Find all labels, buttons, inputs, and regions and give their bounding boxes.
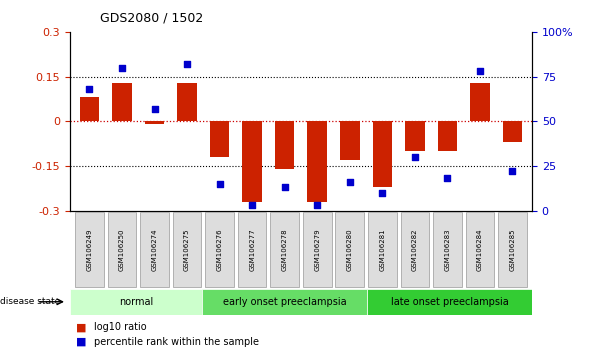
- Bar: [238, 212, 266, 287]
- Bar: [75, 212, 104, 287]
- Bar: [368, 212, 396, 287]
- Text: GSM106283: GSM106283: [444, 228, 451, 271]
- Point: [215, 181, 224, 187]
- Bar: [178, 82, 197, 121]
- Text: GSM106250: GSM106250: [119, 228, 125, 271]
- Text: GSM106284: GSM106284: [477, 228, 483, 271]
- Text: GSM106282: GSM106282: [412, 228, 418, 271]
- Bar: [108, 212, 136, 287]
- Point: [247, 202, 257, 208]
- Point: [117, 65, 127, 70]
- Bar: [206, 212, 234, 287]
- Text: early onset preeclampsia: early onset preeclampsia: [223, 297, 347, 307]
- Text: ■: ■: [76, 337, 86, 347]
- Point: [410, 154, 420, 160]
- Bar: [498, 212, 527, 287]
- Point: [508, 169, 517, 174]
- Point: [475, 68, 485, 74]
- Bar: [70, 289, 202, 315]
- Text: GSM106285: GSM106285: [510, 228, 516, 271]
- Point: [443, 176, 452, 181]
- Bar: [336, 212, 364, 287]
- Text: GSM106274: GSM106274: [151, 228, 157, 271]
- Bar: [202, 289, 367, 315]
- Bar: [303, 212, 331, 287]
- Point: [378, 190, 387, 195]
- Bar: [140, 212, 169, 287]
- Bar: [503, 121, 522, 142]
- Text: GSM106280: GSM106280: [347, 228, 353, 271]
- Text: GSM106275: GSM106275: [184, 228, 190, 271]
- Point: [85, 86, 94, 92]
- Point: [345, 179, 354, 185]
- Bar: [367, 289, 532, 315]
- Bar: [308, 121, 327, 202]
- Bar: [210, 121, 229, 157]
- Text: GSM106277: GSM106277: [249, 228, 255, 271]
- Bar: [275, 121, 294, 169]
- Text: GSM106278: GSM106278: [282, 228, 288, 271]
- Bar: [112, 82, 132, 121]
- Bar: [271, 212, 299, 287]
- Point: [313, 202, 322, 208]
- Text: disease state: disease state: [0, 297, 60, 306]
- Bar: [470, 82, 489, 121]
- Bar: [80, 97, 99, 121]
- Text: log10 ratio: log10 ratio: [94, 322, 147, 332]
- Bar: [243, 121, 262, 202]
- Text: GDS2080 / 1502: GDS2080 / 1502: [100, 12, 204, 25]
- Bar: [173, 212, 201, 287]
- Point: [280, 184, 289, 190]
- Bar: [145, 121, 164, 124]
- Point: [182, 61, 192, 67]
- Text: GSM106279: GSM106279: [314, 228, 320, 271]
- Bar: [466, 212, 494, 287]
- Bar: [401, 212, 429, 287]
- Text: GSM106249: GSM106249: [86, 228, 92, 271]
- Bar: [340, 121, 359, 160]
- Text: GSM106281: GSM106281: [379, 228, 385, 271]
- Text: GSM106276: GSM106276: [216, 228, 223, 271]
- Text: percentile rank within the sample: percentile rank within the sample: [94, 337, 259, 347]
- Bar: [438, 121, 457, 151]
- Point: [150, 106, 159, 112]
- Bar: [373, 121, 392, 187]
- Text: late onset preeclampsia: late onset preeclampsia: [390, 297, 508, 307]
- Text: normal: normal: [119, 297, 153, 307]
- Bar: [405, 121, 424, 151]
- Bar: [433, 212, 461, 287]
- Text: ■: ■: [76, 322, 86, 332]
